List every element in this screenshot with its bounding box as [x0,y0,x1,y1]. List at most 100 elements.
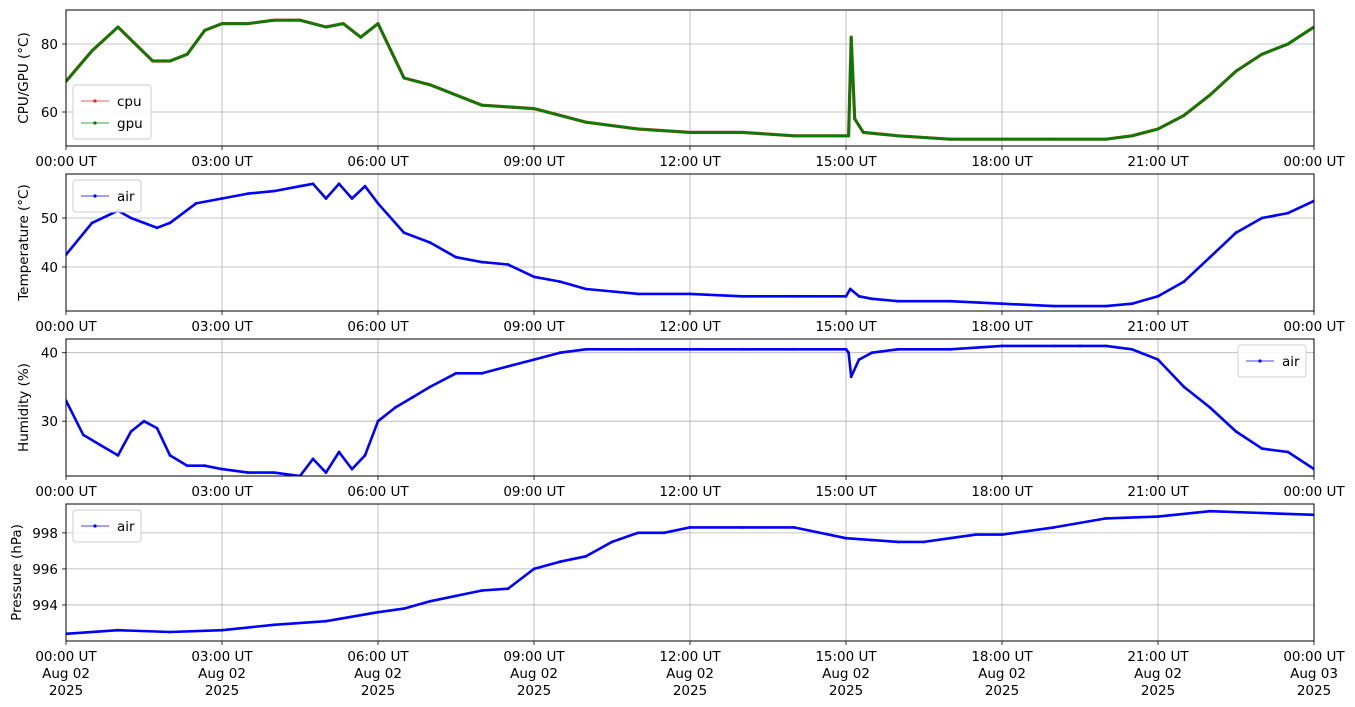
data-point [532,275,536,279]
legend: cpu gpu [72,84,152,140]
data-point [740,347,744,351]
legend-label-air: air [1282,354,1300,370]
data-point [636,347,640,351]
data-point [220,628,224,632]
data-point [1000,344,1004,348]
data-point [1052,304,1056,308]
data-point [350,197,354,200]
legend-label-gpu: gpu [117,116,143,132]
legend-label-air: air [117,519,135,535]
data-point [246,471,250,474]
data-point [324,25,328,29]
data-point [870,538,874,542]
data-point [506,587,510,591]
data-point [792,134,796,138]
data-point [1130,134,1134,138]
x-tick-label: 15:00 UT [815,484,877,500]
data-point [1286,211,1290,215]
legend: air [72,509,142,543]
data-point [1078,344,1082,348]
data-point [857,294,861,298]
data-point [155,226,159,230]
data-point [246,22,250,25]
data-point [853,117,857,121]
legend: air [1237,344,1307,378]
data-point [688,131,692,134]
data-point [1234,430,1238,433]
data-point [428,599,432,603]
data-point [389,49,393,53]
legend-marker [93,524,97,528]
data-point [220,467,224,471]
data-point [849,375,853,379]
data-point [428,241,432,244]
data-point [480,589,484,592]
data-point [948,299,952,303]
data-point [454,93,458,97]
data-point [847,134,850,138]
data-point [1156,358,1160,361]
x-tick-label: 09:00 UT [503,154,565,170]
x-tick-label: 12:00 UT [659,484,721,500]
data-point [847,351,850,355]
legend-marker [93,121,97,125]
data-point [662,531,666,535]
data-point [298,18,302,22]
data-point [584,287,588,291]
x-tick-label: 00:00 UT [1283,484,1345,500]
x-tick-year: 2025 [1141,683,1175,699]
data-point [840,134,844,138]
data-point [532,567,536,571]
data-point [1182,114,1186,117]
chart-panel-2: 00:00 UT 03:00 UT 06:00 UT 09:00 UT 12:00 UT… [16,173,1345,335]
x-tick-year: 2025 [49,683,83,699]
data-point [376,202,380,205]
x-tick-label: 18:00 UT [971,154,1033,170]
x-tick-label: 21:00 UT [1127,154,1189,170]
data-point [246,192,250,196]
data-point [298,184,302,188]
x-tick-date: Aug 02 [1134,666,1182,682]
x-tick-label: 12:00 UT [659,154,721,170]
legend: air [72,179,142,213]
data-point [133,42,137,46]
axes-frame [65,338,1315,477]
data-point [1260,447,1264,450]
y-tick-label: 998 [32,526,58,542]
axes-frame [65,503,1315,642]
x-tick-label: 21:00 UT [1127,484,1189,500]
x-tick-label: 00:00 UT [35,319,97,335]
data-point [185,52,189,56]
data-point [584,120,588,124]
data-point [792,294,796,298]
data-point [220,197,224,200]
data-point [896,134,900,138]
y-tick-label: 40 [41,260,58,276]
data-point [151,59,155,63]
data-point [636,127,640,131]
y-tick-label: 30 [41,414,58,430]
data-point [948,536,952,540]
data-point [1286,42,1290,46]
data-point [1208,509,1212,513]
x-tick-label: 03:00 UT [191,649,253,665]
x-tick-label: 18:00 UT [971,319,1033,335]
data-point [376,610,380,614]
data-point [402,76,406,80]
data-point [584,347,588,351]
data-point [688,292,692,296]
data-point [402,607,406,610]
y-axis-label: Pressure (hPa) [9,524,25,621]
data-point [1182,385,1186,389]
y-tick-label: 60 [41,105,58,121]
x-tick-label: 09:00 UT [503,484,565,500]
data-point [337,450,341,454]
x-tick-label: 15:00 UT [815,319,877,335]
data-point [129,430,133,433]
x-tick-label: 00:00 UT [1283,319,1345,335]
data-point [1260,52,1264,56]
y-tick-label: 994 [32,598,58,614]
x-tick-label: 00:00 UT [1283,649,1345,665]
x-tick-date: Aug 02 [822,666,870,682]
data-point [857,358,861,361]
